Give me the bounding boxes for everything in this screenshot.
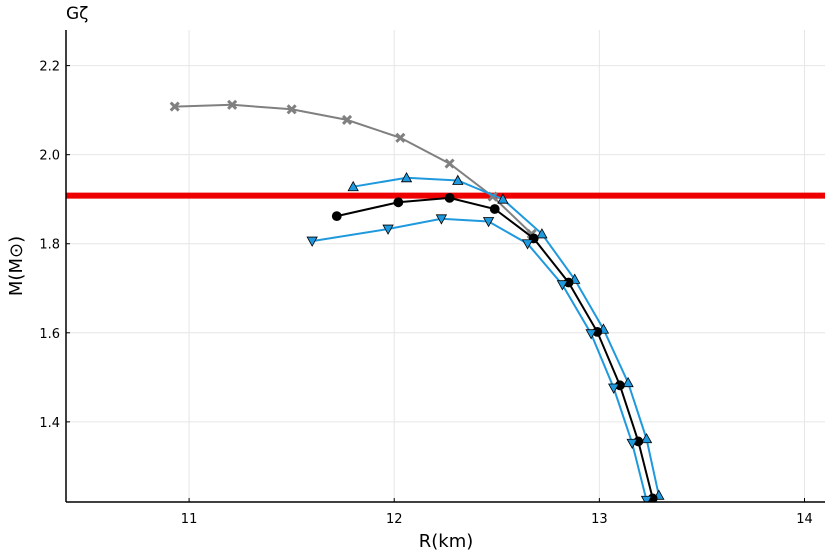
point-marker-triangle-up (400, 172, 413, 183)
point-marker-triangle-down (556, 280, 569, 291)
cross-stroke (169, 101, 180, 112)
point-marker-cross (169, 101, 180, 112)
series-triangle-up (347, 172, 665, 500)
y-tick-label: 1.6 (39, 327, 60, 342)
point-marker-triangle-down (640, 495, 653, 502)
series-line (312, 217, 648, 501)
point-marker-cross (444, 158, 455, 169)
point-marker-triangle-up (536, 228, 548, 239)
x-tick-label: 11 (181, 512, 198, 527)
cross-stroke (341, 114, 353, 126)
point-marker-circle (393, 197, 404, 208)
y-tick-label: 1.8 (39, 238, 60, 253)
x-tick-label: 12 (386, 512, 403, 527)
x-axis-label: R(km) (419, 531, 474, 552)
point-marker-cross (395, 132, 406, 143)
point-marker-triangle-up (452, 174, 464, 185)
tick-labels: 11 12 13 14 1.4 1.6 1.8 2.0 2.2 (39, 60, 812, 527)
y-tick-label: 1.4 (39, 416, 60, 431)
point-marker-triangle-up (640, 432, 653, 444)
point-marker-triangle-down (482, 217, 495, 228)
cross-stroke (526, 228, 537, 240)
cross-stroke (227, 99, 238, 110)
point-marker-triangle-down (626, 438, 638, 450)
series-triangle-down (306, 214, 653, 502)
point-marker-triangle-up (347, 180, 359, 192)
point-marker-triangle-down (585, 329, 597, 340)
point-marker-circle (444, 192, 455, 203)
point-marker-triangle-down (521, 239, 534, 250)
series-line (174, 103, 533, 235)
point-marker-circle (331, 211, 342, 222)
cross-stroke (286, 104, 297, 115)
cross-stroke (487, 191, 498, 202)
point-marker-cross (341, 114, 353, 126)
series-cross (169, 99, 537, 240)
x-tick-label: 13 (591, 512, 608, 527)
point-marker-triangle-down (608, 383, 620, 394)
point-marker-triangle-up (497, 193, 509, 204)
point-marker-triangle-down (382, 224, 394, 235)
grid (66, 30, 825, 502)
point-marker-triangle-up (622, 376, 634, 388)
point-marker-cross (227, 99, 238, 110)
point-marker-triangle-down (435, 214, 448, 225)
y-tick-label: 2.0 (39, 149, 60, 164)
series-layer (169, 99, 665, 502)
y-axis-label: M(M⊙) (6, 236, 27, 296)
point-marker-triangle-down (306, 236, 318, 247)
chart-title: Gζ (66, 4, 88, 24)
series-circle (331, 192, 658, 502)
y-tick-label: 2.2 (39, 60, 60, 75)
cross-stroke (444, 158, 455, 169)
series-line (353, 176, 660, 496)
series-line (336, 196, 654, 499)
cross-stroke (395, 132, 406, 143)
point-marker-cross (286, 104, 297, 115)
x-tick-label: 14 (796, 512, 813, 527)
axes (65, 30, 825, 503)
point-marker-circle (489, 204, 500, 214)
